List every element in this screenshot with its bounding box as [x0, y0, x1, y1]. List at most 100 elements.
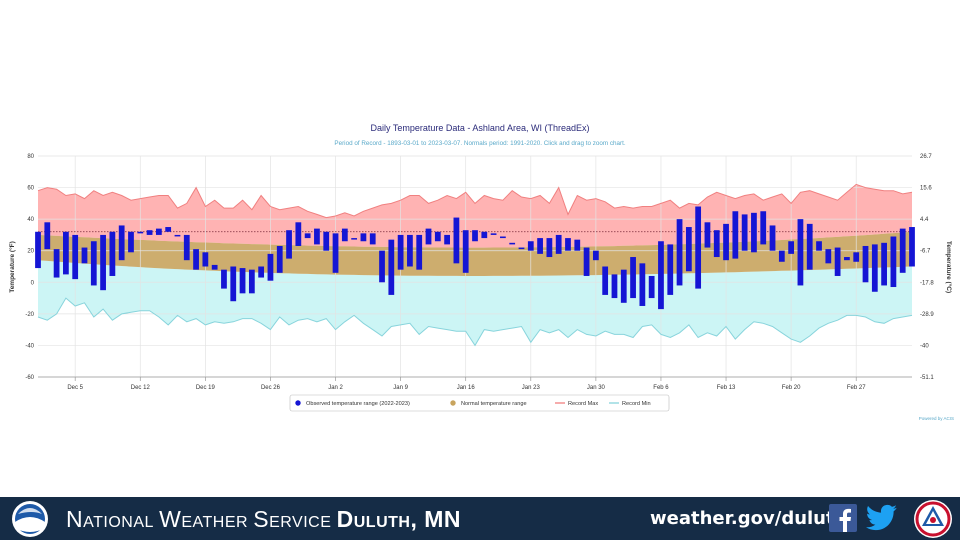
observed-range-bar — [639, 263, 646, 306]
observed-range-bar — [239, 268, 246, 294]
observed-range-bar — [100, 234, 106, 291]
y-tick-label-right: -6.7 — [920, 249, 931, 255]
x-tick-label: Jan 2 — [328, 385, 343, 391]
observed-range-bar — [444, 234, 450, 245]
observed-range-bar — [760, 211, 767, 245]
y-tick-label-left: 20 — [27, 249, 34, 255]
observed-range-bar — [109, 231, 116, 276]
record-min-line — [37, 297, 913, 347]
y-axis-label-right: Temperature (°C) — [945, 241, 953, 293]
y-axis-label-left: Temperature (°F) — [8, 241, 16, 293]
observed-range-bar — [481, 231, 488, 239]
observed-range-bar — [825, 249, 832, 264]
y-tick-label-left: 0 — [31, 280, 35, 286]
observed-range-bar — [890, 236, 897, 288]
chart-title: Daily Temperature Data - Ashland Area, W… — [371, 123, 590, 133]
observed-range-bar — [314, 228, 320, 245]
observed-range-bar — [295, 222, 302, 246]
legend-label: Record Min — [622, 401, 651, 407]
y-tick-label-right: -28.9 — [920, 312, 934, 318]
x-tick-label: Feb 20 — [782, 385, 801, 391]
observed-range-bar — [676, 219, 683, 286]
observed-range-bar — [583, 247, 590, 276]
observed-range-bar — [695, 206, 702, 289]
observed-range-bar — [369, 233, 376, 245]
footer-bar: National Weather Service Duluth, MN weat… — [0, 497, 960, 540]
observed-range-bar — [881, 242, 887, 286]
observed-range-bar — [453, 217, 460, 264]
observed-range-bar — [146, 230, 153, 235]
observed-range-bar — [53, 249, 60, 278]
observed-range-bar — [202, 252, 209, 267]
observed-range-bar — [769, 225, 776, 251]
observed-range-bar — [155, 228, 162, 235]
observed-range-bar — [267, 253, 274, 281]
observed-range-bar — [862, 245, 869, 283]
x-tick-label: Feb 27 — [847, 385, 866, 391]
observed-range-bar — [658, 241, 664, 310]
website-link[interactable]: weather.gov/duluth — [650, 508, 848, 529]
observed-range-bar — [332, 233, 339, 273]
observed-range-bar — [816, 241, 822, 251]
observed-range-bar — [174, 234, 181, 237]
observed-range-bar — [44, 222, 51, 250]
observed-range-bar — [211, 264, 218, 270]
y-tick-label-right: 26.7 — [920, 154, 932, 160]
organization-name: National Weather Service Duluth, MN — [66, 506, 461, 533]
observed-range-bar — [565, 238, 571, 251]
y-tick-label-right: -40 — [920, 343, 929, 349]
x-tick-label: Jan 23 — [522, 385, 541, 391]
observed-range-bar — [574, 239, 581, 251]
twitter-icon[interactable] — [866, 504, 898, 532]
observed-range-bar — [221, 269, 227, 289]
observed-range-bar — [555, 234, 562, 254]
observed-range-bar — [137, 231, 144, 234]
observed-range-bar — [462, 230, 469, 273]
observed-range-bar — [602, 266, 609, 295]
observed-range-bar — [500, 236, 506, 239]
observed-range-bar — [797, 219, 804, 286]
observed-range-bar — [425, 228, 432, 245]
temperature-chart[interactable]: Daily Temperature Data - Ashland Area, W… — [0, 0, 960, 497]
observed-range-bar — [592, 250, 599, 261]
noaa-logo-icon — [12, 501, 48, 537]
y-tick-label-right: 15.6 — [920, 186, 932, 192]
observed-range-bar — [286, 230, 292, 259]
observed-range-bar — [899, 228, 906, 273]
observed-range-bar — [834, 247, 841, 276]
x-tick-label: Dec 5 — [67, 385, 83, 391]
observed-range-bar — [165, 227, 172, 232]
observed-range-bar — [63, 231, 69, 275]
x-tick-label: Dec 19 — [196, 385, 216, 391]
observed-range-bar — [667, 244, 674, 295]
x-tick-label: Jan 16 — [457, 385, 476, 391]
normal-range-band — [38, 231, 912, 276]
record-max-line — [37, 183, 913, 219]
nws-logo-icon — [914, 500, 952, 538]
observed-range-bar — [685, 227, 692, 272]
observed-range-bar — [397, 234, 404, 270]
x-tick-label: Jan 30 — [587, 385, 606, 391]
y-tick-label-right: -17.8 — [920, 280, 934, 286]
x-tick-label: Dec 12 — [131, 385, 151, 391]
y-tick-label-left: -60 — [25, 375, 34, 381]
y-tick-label-left: 60 — [27, 186, 34, 192]
record-min-band — [38, 260, 912, 346]
observed-range-bar — [276, 245, 283, 273]
observed-range-bar — [416, 234, 423, 270]
observed-range-bar — [183, 234, 190, 261]
observed-range-bar — [472, 230, 478, 242]
facebook-icon[interactable] — [829, 504, 857, 532]
org-word-1: National — [66, 506, 154, 532]
legend-symbol — [450, 400, 456, 406]
y-tick-label-right: 4.4 — [920, 217, 929, 223]
legend-symbol — [295, 400, 301, 406]
chart-subtitle: Period of Record - 1893-03-01 to 2023-03… — [334, 140, 625, 147]
y-tick-label-left: -40 — [25, 343, 34, 349]
observed-range-bar — [193, 249, 199, 270]
observed-range-bar — [527, 241, 534, 251]
observed-range-bar — [704, 222, 711, 248]
observed-range-bar — [323, 231, 330, 251]
observed-range-bar — [732, 211, 739, 259]
plot-area[interactable]: -60 -51.1 -40 -40 -20 -28.9 0 -17.8 20 -6.7 40 4.4 6… — [25, 154, 934, 391]
